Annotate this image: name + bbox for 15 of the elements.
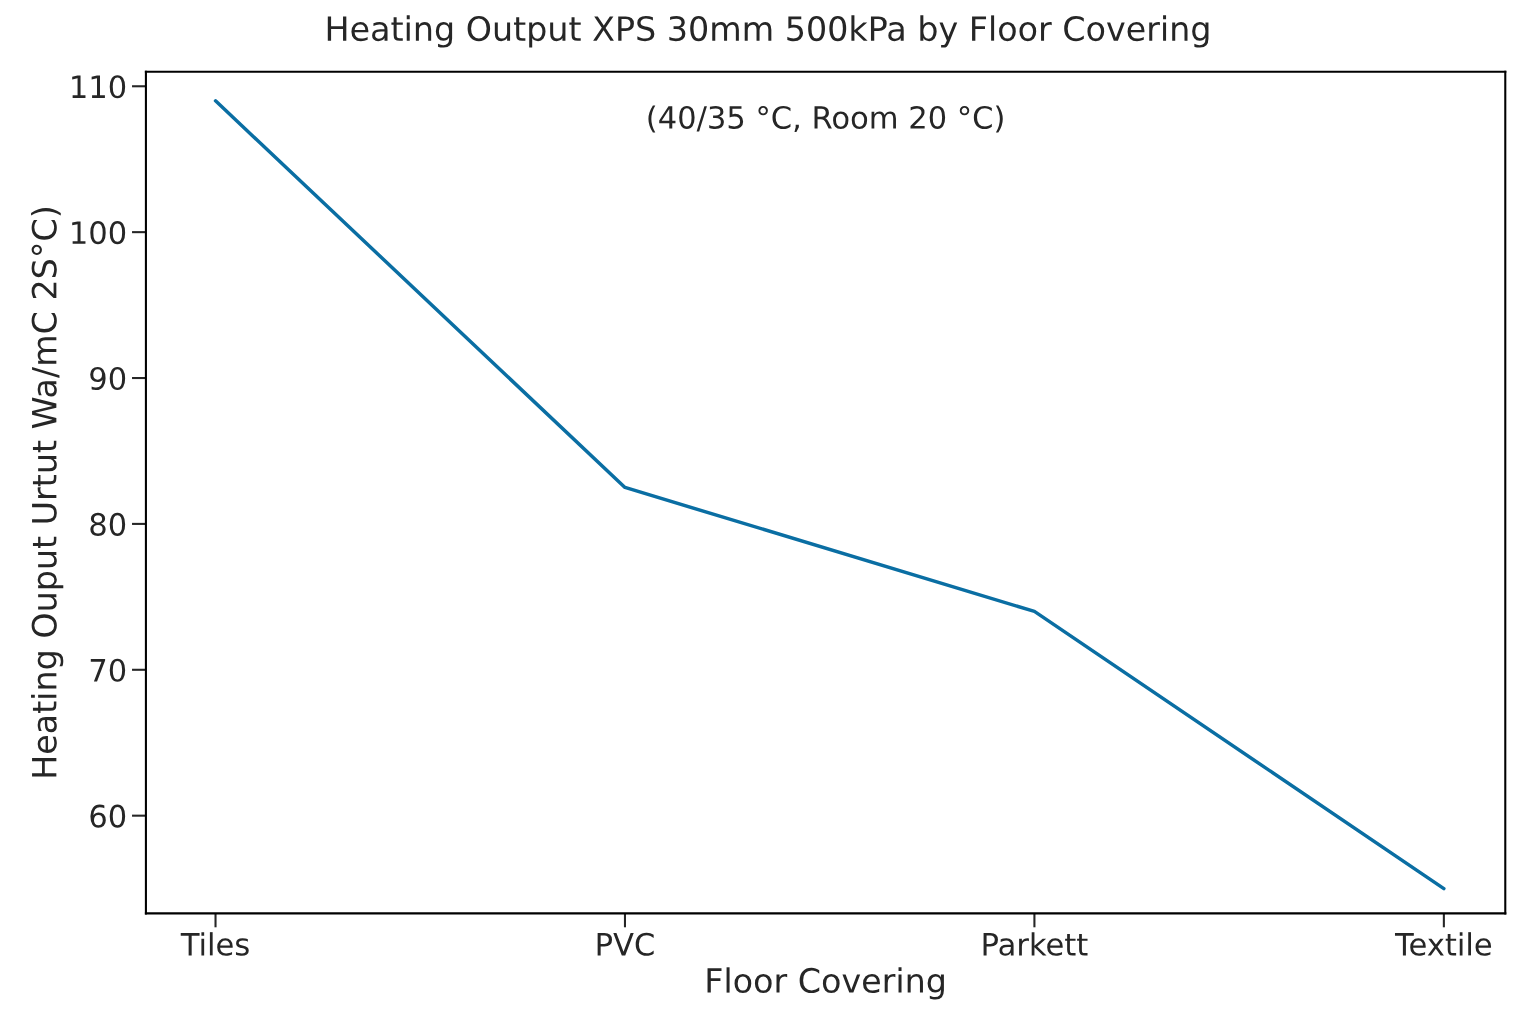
y-tick-label: 100: [72, 221, 126, 245]
y-tick-label: 90: [90, 366, 126, 391]
y-tick-label: 60: [90, 804, 126, 828]
line-series: [213, 99, 1446, 891]
text: (40/35 °C, Room 20 °C): [648, 105, 1003, 133]
x-tick-label: Textile: [1394, 932, 1492, 956]
y-tick-label: 110: [72, 75, 126, 99]
y-tick-label: 80: [90, 512, 126, 536]
x-tick-label: PVC: [597, 932, 654, 956]
chart-title: Heating Output XPS 30mm 500kPa by Floor Covering: [327, 15, 1209, 48]
x-tick-label: Parkett: [983, 932, 1088, 956]
x-axis-title: Floor Covering: [707, 967, 944, 1000]
y-tick-label: 70: [90, 658, 126, 682]
x-tick-label: Tiles: [180, 932, 249, 956]
y-axis-title: Heating Ouput Urtut Wa/mC 2S°C): [31, 208, 64, 777]
